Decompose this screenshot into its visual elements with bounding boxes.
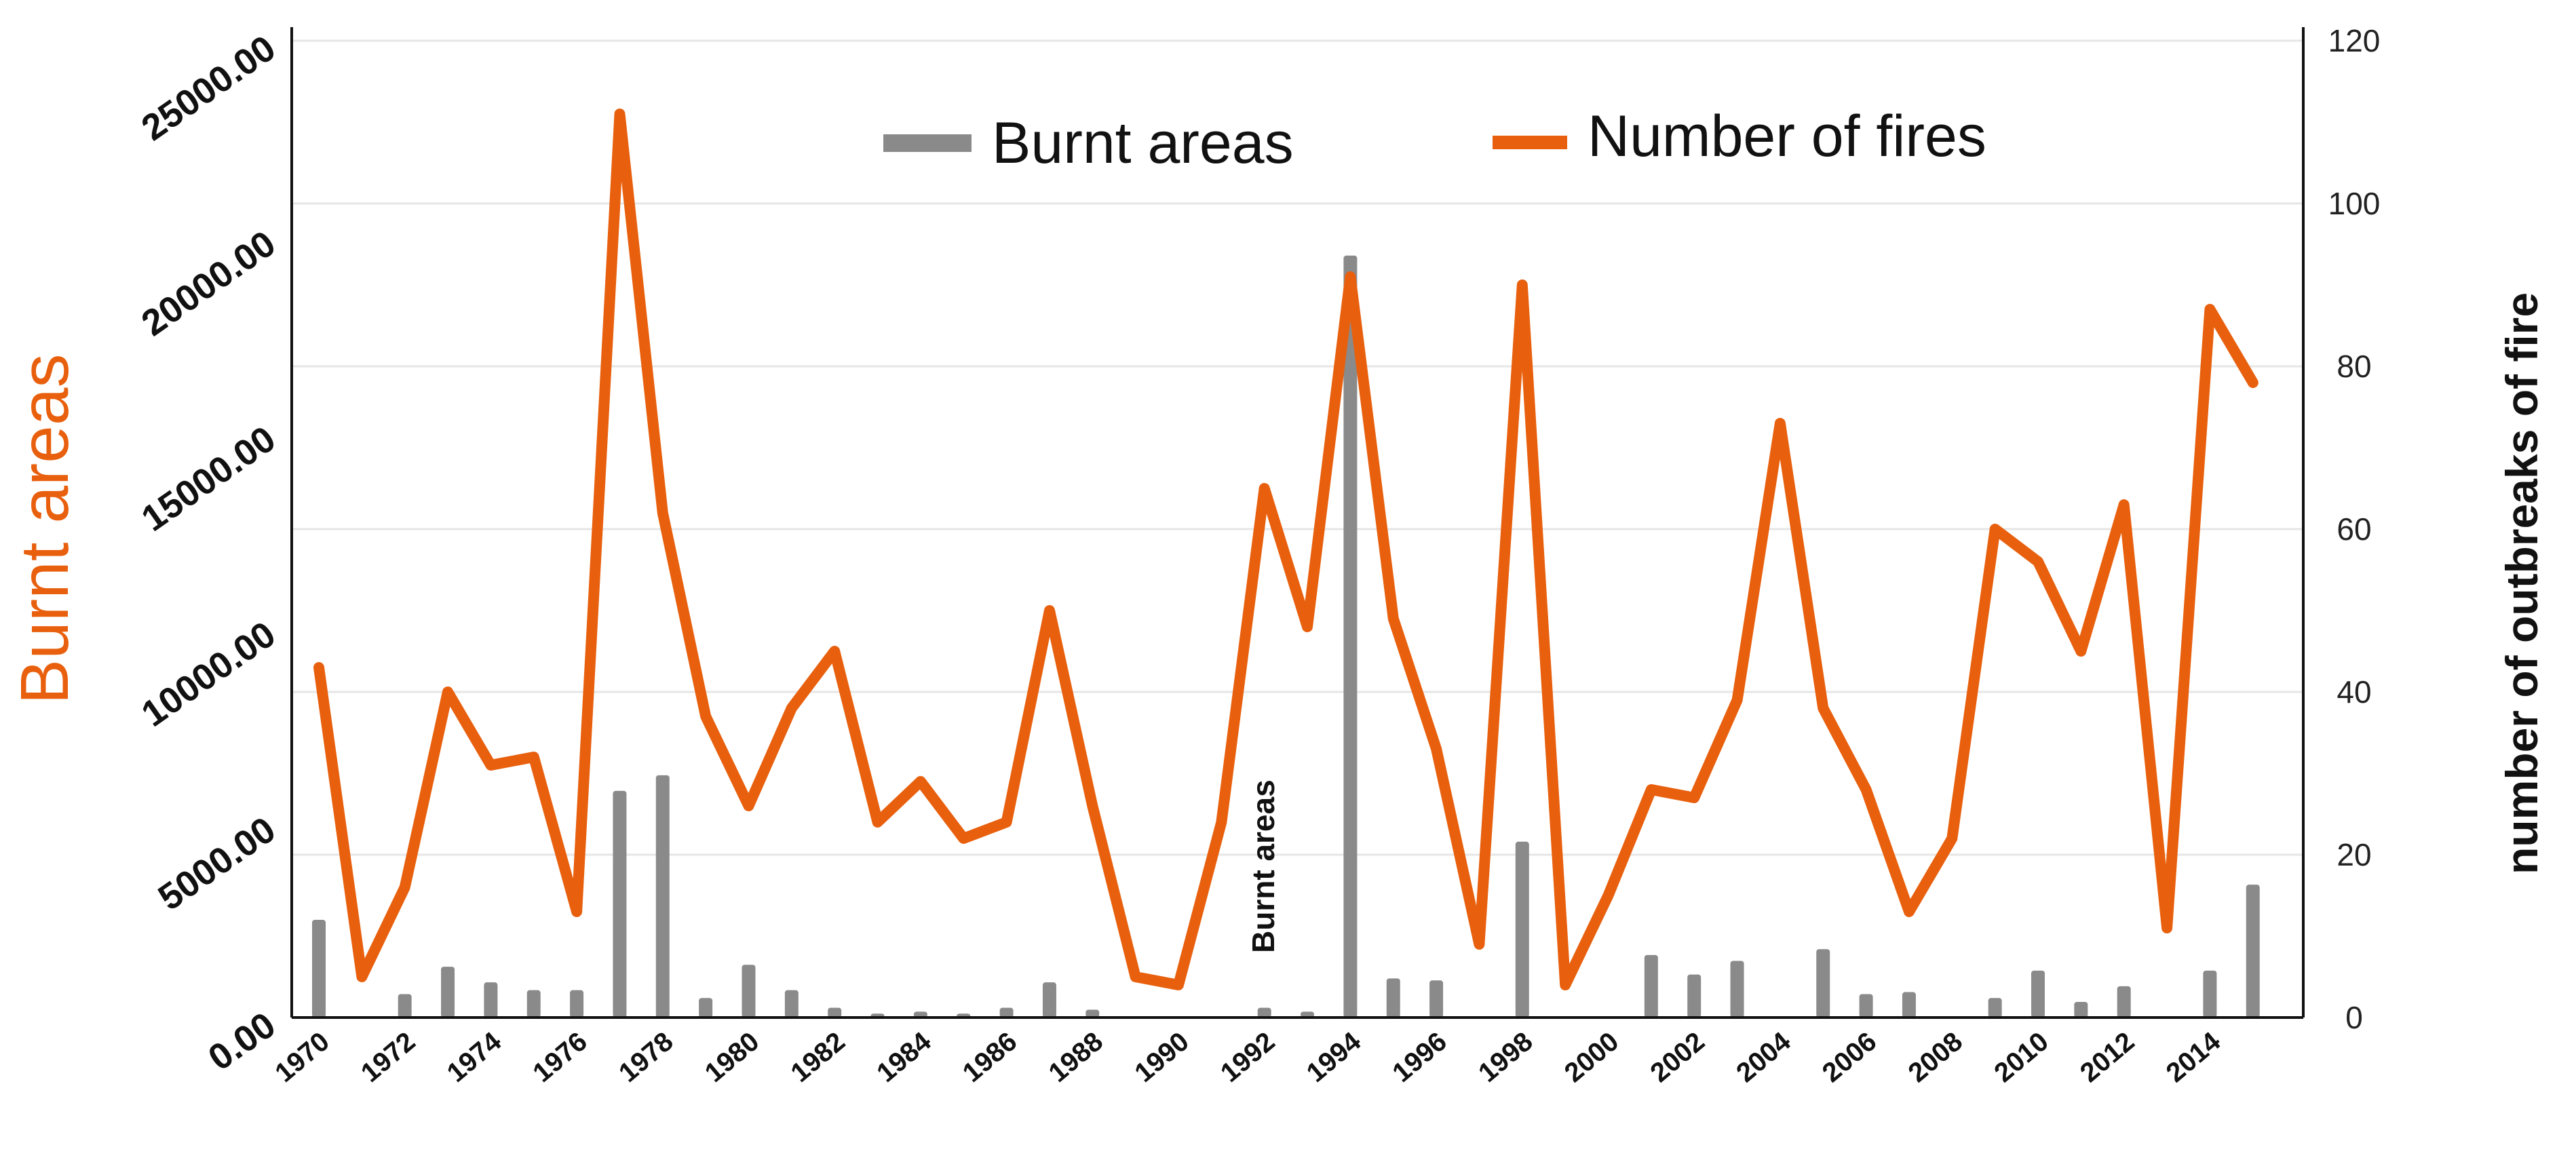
y-left-axis-label: Burnt areas <box>7 354 83 705</box>
bar-2011 <box>2074 1001 2088 1018</box>
x-tick-label: 2014 <box>2161 1026 2227 1088</box>
bar-1987 <box>1042 982 1056 1018</box>
bar-2005 <box>1816 949 1830 1018</box>
x-tick-label: 1992 <box>1215 1026 1280 1088</box>
bar-1986 <box>999 1007 1014 1018</box>
y-right-tick-label: 80 <box>2337 349 2371 384</box>
x-tick-label: 1978 <box>613 1026 678 1088</box>
bar-2015 <box>2246 885 2260 1018</box>
y-right-tick-label: 40 <box>2337 674 2371 710</box>
bar-2009 <box>1988 998 2002 1018</box>
legend: Burnt areas Number of fires <box>883 104 1986 176</box>
bar-1974 <box>484 982 498 1018</box>
bar-series-burnt-areas <box>312 255 2260 1018</box>
y-left-tick-label: 20000.00 <box>134 223 283 344</box>
x-tick-label: 2002 <box>1645 1026 1710 1088</box>
y-left-tick-label: 0.00 <box>201 1005 283 1079</box>
legend-label-number-of-fires: Number of fires <box>1588 104 1986 169</box>
y-right-tick-label: 120 <box>2328 23 2381 58</box>
bar-2001 <box>1644 954 1658 1018</box>
bar-1984 <box>913 1011 927 1018</box>
annotation-burnt-areas: Burnt areas <box>1246 779 1281 953</box>
axes <box>290 27 2305 1019</box>
x-tick-label: 1996 <box>1387 1026 1452 1088</box>
bar-1995 <box>1386 978 1400 1018</box>
legend-swatch-number-of-fires <box>1493 136 1567 149</box>
x-tick-label: 1990 <box>1129 1026 1194 1088</box>
bar-2002 <box>1687 974 1702 1018</box>
bar-1975 <box>526 990 541 1018</box>
bar-1996 <box>1429 980 1444 1018</box>
x-tick-label: 2000 <box>1559 1026 1624 1088</box>
bar-1978 <box>655 775 670 1018</box>
line-number-of-fires <box>313 109 2258 990</box>
x-tick-label: 1982 <box>786 1026 851 1088</box>
y-left-tick-label: 5000.00 <box>151 809 283 918</box>
bar-1982 <box>828 1007 842 1018</box>
bar-2007 <box>1902 992 1916 1018</box>
bar-2014 <box>2203 970 2217 1018</box>
bar-2012 <box>2117 986 2131 1018</box>
bar-2010 <box>2031 970 2045 1018</box>
bar-1976 <box>570 990 584 1018</box>
bar-1977 <box>613 790 627 1018</box>
x-tick-label: 2012 <box>2075 1026 2140 1088</box>
x-tick-label: 1972 <box>355 1026 421 1088</box>
x-tick-label: 1980 <box>699 1026 765 1088</box>
bar-1970 <box>312 920 326 1018</box>
legend-label-burnt-areas: Burnt areas <box>992 111 1294 176</box>
bar-1972 <box>398 994 412 1018</box>
y-left-tick-label: 25000.00 <box>134 28 283 149</box>
y-left-tick-label: 15000.00 <box>134 419 283 539</box>
x-tick-label: 1988 <box>1043 1026 1109 1088</box>
bar-1981 <box>784 990 799 1018</box>
bar-1988 <box>1085 1009 1100 1018</box>
y-right-tick-label: 100 <box>2328 186 2381 221</box>
x-tick-label: 1974 <box>442 1026 507 1088</box>
bar-2003 <box>1730 961 1744 1018</box>
bar-1994 <box>1343 255 1358 1018</box>
y-right-tick-label: 20 <box>2337 837 2371 872</box>
line-series-number-of-fires <box>313 109 2258 990</box>
legend-swatch-burnt-areas <box>883 134 972 152</box>
bar-1980 <box>742 965 756 1018</box>
bar-1998 <box>1515 841 1529 1018</box>
x-tick-label: 2006 <box>1817 1026 1882 1088</box>
x-tick-label: 1986 <box>957 1026 1022 1088</box>
x-tick-label: 1984 <box>871 1026 937 1088</box>
bar-1992 <box>1257 1007 1271 1018</box>
x-tick-label: 2008 <box>1903 1026 1968 1088</box>
x-tick-label: 1994 <box>1301 1026 1367 1088</box>
bar-1973 <box>441 967 455 1018</box>
x-tick-label: 2010 <box>1988 1026 2054 1088</box>
x-tick-label: 2004 <box>1731 1026 1796 1088</box>
y-right-axis-label: number of outbreaks of fire <box>2497 292 2547 874</box>
y-left-tick-label: 10000.00 <box>134 614 283 735</box>
bar-2006 <box>1859 994 1873 1018</box>
y-right-tick-label: 60 <box>2337 511 2371 547</box>
x-tick-label: 1998 <box>1473 1026 1538 1088</box>
x-tick-label: 1976 <box>527 1026 592 1088</box>
bar-1979 <box>699 998 713 1018</box>
y-right-tick-label: 0 <box>2345 1000 2363 1035</box>
gridlines <box>292 39 2303 856</box>
bar-1993 <box>1301 1011 1315 1018</box>
